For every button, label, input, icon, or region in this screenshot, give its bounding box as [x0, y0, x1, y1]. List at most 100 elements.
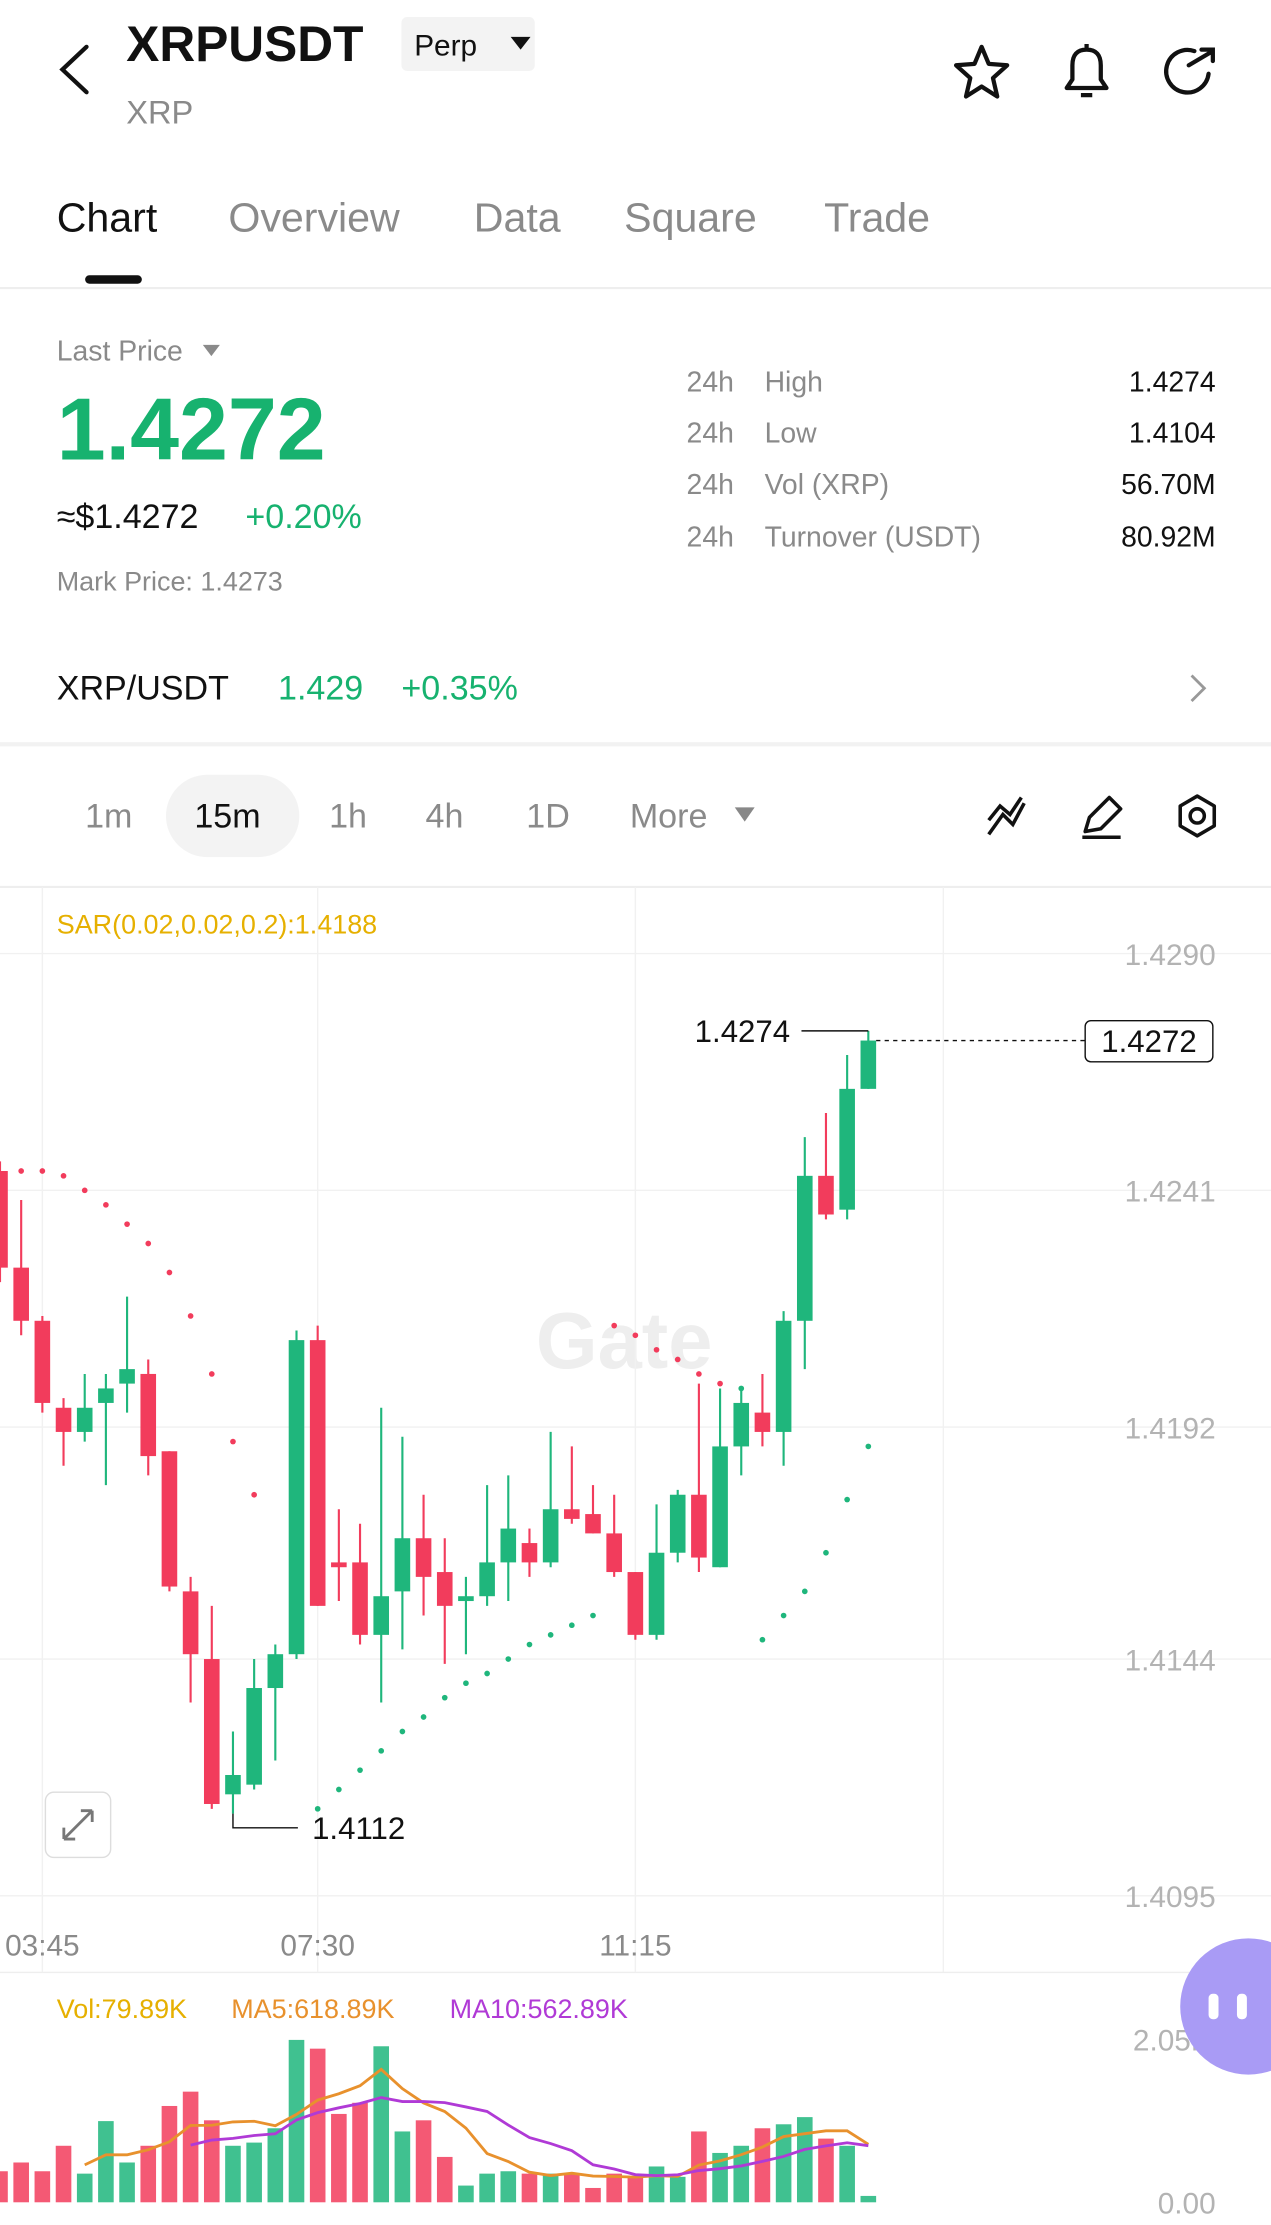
sar-dot — [653, 1346, 660, 1353]
candle-body — [669, 1494, 686, 1553]
charts: 1.4095 1.4144 1.4192 1.4241 1.4290 03:45 07:30… — [0, 886, 1271, 2221]
candle-body — [775, 1320, 792, 1432]
stats: 24h High 1.4274 24h Low 1.4104 24h Vol (… — [687, 367, 1216, 554]
contract-selector[interactable] — [401, 17, 535, 71]
volume-bar — [585, 2187, 601, 2203]
draw-icon[interactable] — [1082, 795, 1123, 839]
assistant-button[interactable] — [1180, 1938, 1271, 2075]
candle-body — [860, 1040, 877, 1089]
last-price-label: 1.4272 — [1101, 1024, 1196, 1059]
interval[interactable]: 1h — [329, 797, 367, 835]
volume-bar — [521, 2173, 538, 2203]
x-tick-label: 07:30 — [280, 1929, 355, 1962]
back-button[interactable] — [59, 44, 89, 95]
stat-value: 1.4104 — [1129, 418, 1216, 450]
sar-dot — [145, 1240, 152, 1247]
sar-dot — [251, 1491, 257, 1498]
assistant-eye — [1236, 1993, 1247, 2020]
sar-dot — [18, 1168, 25, 1174]
volume-bar — [627, 2176, 644, 2203]
sar-dot — [568, 1622, 575, 1629]
interval[interactable]: 1D — [526, 797, 570, 835]
candle-body — [839, 1088, 855, 1210]
stat-value: 1.4274 — [1129, 367, 1216, 399]
candle-body — [542, 1509, 559, 1563]
spot-price: 1.429 — [278, 670, 363, 708]
contract-type: Perp — [414, 29, 477, 62]
interval[interactable]: 1m — [85, 797, 132, 835]
x-tick-label: 03:45 — [5, 1929, 80, 1962]
favorite-icon[interactable] — [953, 44, 1010, 99]
legend-entry: MA10:562.89K — [450, 1994, 628, 2024]
candle-body — [415, 1538, 432, 1577]
stat-value: 56.70M — [1121, 469, 1216, 501]
last-price-box — [1084, 1019, 1214, 1063]
candle-body — [754, 1412, 771, 1432]
interval[interactable]: 4h — [426, 797, 464, 835]
settings-icon-center — [1188, 807, 1207, 825]
interval[interactable]: More — [630, 797, 708, 835]
candle-body — [648, 1552, 665, 1635]
stat-label: High — [765, 367, 823, 399]
candle-body — [564, 1509, 580, 1519]
share-icon[interactable] — [1164, 47, 1215, 95]
tab[interactable]: Square — [624, 194, 757, 240]
settings-icon[interactable] — [1178, 794, 1217, 838]
sar-dot — [60, 1173, 67, 1179]
tab[interactable]: Data — [474, 194, 561, 240]
volume-bar — [267, 2128, 284, 2203]
min-label: 1.4112 — [312, 1811, 405, 1846]
candle-body — [55, 1407, 72, 1432]
candle-body — [352, 1562, 368, 1635]
sar-dot — [590, 1612, 596, 1619]
volume-bar — [55, 2145, 72, 2203]
volume-bar — [691, 2131, 707, 2203]
candle-body — [331, 1562, 347, 1568]
volume-bar — [246, 2142, 262, 2203]
indicator-icon[interactable] — [987, 796, 1026, 836]
y-tick-label: 1.4241 — [1125, 1176, 1216, 1209]
candle-body — [119, 1369, 135, 1384]
sar-dot — [81, 1187, 88, 1194]
stat-label: Turnover (USDT) — [765, 521, 981, 553]
min-marker — [232, 1813, 298, 1829]
usd-price: ≈$1.4272 — [57, 498, 199, 536]
volume-bar — [13, 2162, 29, 2203]
volume-bar — [331, 2113, 347, 2203]
candle-body — [203, 1659, 220, 1804]
ma-line — [84, 2067, 870, 2179]
spot-row[interactable]: XRP/USDT 1.429 +0.35% — [57, 670, 1207, 708]
dropdown-arrow — [734, 807, 755, 822]
alert-icon[interactable] — [1064, 43, 1109, 98]
price-label[interactable]: Last Price — [57, 335, 183, 367]
volume-bar — [436, 2156, 453, 2203]
volume-bar — [500, 2171, 517, 2203]
sar-dot — [463, 1680, 469, 1687]
stat-label: Vol (XRP) — [765, 469, 889, 501]
candle-body — [34, 1320, 51, 1403]
candle-body — [479, 1562, 495, 1597]
x-tick-label: 11:15 — [599, 1929, 671, 1962]
volume-bar — [140, 2145, 157, 2203]
candle-body — [0, 1171, 8, 1268]
volume-bar — [98, 2121, 114, 2203]
chevron — [1190, 674, 1207, 702]
y-tick-label: 1.4144 — [1125, 1644, 1216, 1677]
sar-dot — [717, 1380, 723, 1387]
volume-bar — [564, 2173, 580, 2203]
volume-bar — [754, 2128, 771, 2203]
sar-dot — [484, 1670, 490, 1677]
tab[interactable]: Trade — [824, 194, 930, 240]
candle-body — [288, 1340, 305, 1655]
candle-body — [458, 1596, 474, 1602]
sar-dot — [738, 1385, 745, 1392]
tab[interactable]: Chart — [57, 194, 158, 240]
interval[interactable]: 15m — [194, 797, 260, 835]
tab[interactable]: Overview — [228, 194, 400, 240]
candle-body — [733, 1402, 750, 1447]
stat-label: Low — [765, 418, 818, 450]
symbol: XRPUSDT — [126, 16, 363, 72]
sar-dot — [103, 1201, 109, 1208]
volume-bar — [203, 2120, 220, 2203]
sar-dot — [632, 1332, 639, 1339]
